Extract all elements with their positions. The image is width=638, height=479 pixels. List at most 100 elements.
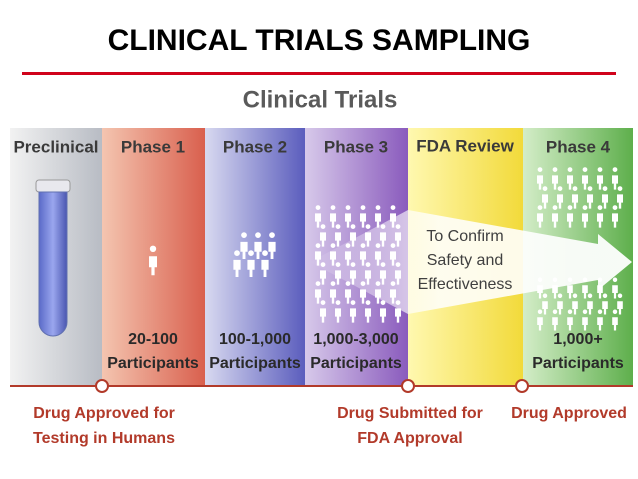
person-icon bbox=[612, 205, 618, 228]
person-icon bbox=[360, 205, 366, 228]
person-icon bbox=[261, 250, 269, 277]
person-icon bbox=[537, 205, 543, 228]
person-icon bbox=[375, 243, 381, 266]
person-icon bbox=[380, 300, 386, 323]
person-icon bbox=[597, 309, 603, 331]
person-icon bbox=[360, 243, 366, 266]
person-icon bbox=[582, 309, 588, 331]
person-icon bbox=[390, 281, 396, 304]
participant-unit: Participants bbox=[209, 355, 301, 372]
person-icon bbox=[587, 186, 593, 209]
person-icon bbox=[247, 250, 255, 277]
person-icon bbox=[582, 277, 588, 299]
tube-body bbox=[38, 191, 68, 337]
person-icon bbox=[320, 300, 326, 323]
person-icon bbox=[567, 309, 573, 331]
person-icon bbox=[268, 232, 276, 259]
person-icon bbox=[395, 262, 401, 285]
person-icon bbox=[597, 167, 603, 190]
milestone-text: Drug Approved bbox=[511, 405, 627, 422]
person-icon bbox=[597, 205, 603, 228]
person-icon bbox=[345, 281, 351, 304]
column-label: Phase 1 bbox=[121, 137, 185, 156]
milestone-dot bbox=[515, 379, 529, 393]
column-bg bbox=[205, 128, 305, 386]
person-icon bbox=[390, 205, 396, 228]
person-icon bbox=[350, 224, 356, 247]
person-icon bbox=[602, 293, 608, 315]
milestone-text: Drug Approved for bbox=[33, 405, 175, 422]
person-icon bbox=[365, 224, 371, 247]
person-icon bbox=[537, 309, 543, 331]
person-icon bbox=[375, 281, 381, 304]
person-icon bbox=[350, 300, 356, 323]
participant-unit: Participants bbox=[310, 355, 402, 372]
arrow-text: Safety and bbox=[427, 252, 504, 269]
milestone-dot bbox=[95, 379, 109, 393]
participant-count: 100-1,000 bbox=[219, 331, 291, 348]
person-icon bbox=[572, 186, 578, 209]
person-icon bbox=[335, 300, 341, 323]
person-icon bbox=[345, 243, 351, 266]
person-icon bbox=[552, 277, 558, 299]
person-icon bbox=[552, 309, 558, 331]
column-label: Preclinical bbox=[13, 137, 98, 156]
person-icon bbox=[335, 262, 341, 285]
person-icon bbox=[597, 277, 603, 299]
person-icon bbox=[335, 224, 341, 247]
test-tube bbox=[35, 179, 71, 337]
person-icon bbox=[537, 277, 543, 299]
arrow-text: To Confirm bbox=[426, 228, 503, 245]
person-icon bbox=[582, 167, 588, 190]
person-icon bbox=[542, 293, 548, 315]
person-icon bbox=[567, 205, 573, 228]
participant-count: 20-100 bbox=[128, 331, 178, 348]
person-icon bbox=[240, 232, 248, 259]
person-icon bbox=[542, 186, 548, 209]
diagram-title: Clinical Trials bbox=[243, 86, 398, 113]
person-icon bbox=[582, 205, 588, 228]
person-icon bbox=[330, 281, 336, 304]
person-icon bbox=[537, 167, 543, 190]
person-icon bbox=[557, 186, 563, 209]
title-rule bbox=[22, 72, 616, 75]
person-icon bbox=[557, 293, 563, 315]
arrow bbox=[310, 210, 632, 314]
person-icon bbox=[360, 281, 366, 304]
person-icon bbox=[315, 281, 321, 304]
milestone-text: FDA Approval bbox=[357, 430, 462, 447]
people bbox=[149, 167, 623, 331]
person-icon bbox=[552, 205, 558, 228]
person-icon bbox=[320, 262, 326, 285]
person-icon bbox=[612, 277, 618, 299]
column-label: Phase 4 bbox=[546, 137, 611, 156]
participant-unit: Participants bbox=[107, 355, 199, 372]
arrow-text: Effectiveness bbox=[418, 276, 513, 293]
person-icon bbox=[365, 262, 371, 285]
person-icon bbox=[617, 186, 623, 209]
person-icon bbox=[330, 243, 336, 266]
page-title: CLINICAL TRIALS SAMPLING bbox=[108, 24, 531, 57]
person-icon bbox=[345, 205, 351, 228]
person-icon bbox=[395, 300, 401, 323]
participant-count: 1,000+ bbox=[553, 331, 602, 348]
person-icon bbox=[567, 277, 573, 299]
person-icon bbox=[395, 224, 401, 247]
column-label: FDA Review bbox=[416, 136, 514, 155]
person-icon bbox=[365, 300, 371, 323]
person-icon bbox=[612, 167, 618, 190]
column-label: Phase 2 bbox=[223, 137, 287, 156]
person-icon bbox=[612, 309, 618, 331]
person-icon bbox=[254, 232, 262, 259]
participant-unit: Participants bbox=[532, 355, 624, 372]
person-icon bbox=[375, 205, 381, 228]
person-icon bbox=[567, 167, 573, 190]
person-icon bbox=[380, 224, 386, 247]
tube-cap bbox=[35, 179, 71, 193]
person-icon bbox=[149, 245, 157, 276]
column-label: Phase 3 bbox=[324, 137, 388, 156]
person-icon bbox=[380, 262, 386, 285]
person-icon bbox=[602, 186, 608, 209]
person-icon bbox=[233, 250, 241, 277]
